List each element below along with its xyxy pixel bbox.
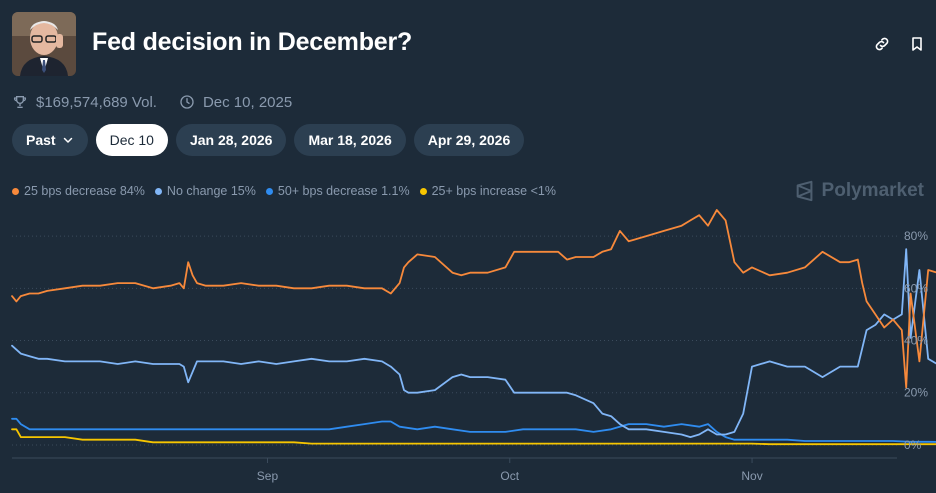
page-title: Fed decision in December? <box>92 28 413 56</box>
y-tick-label: 20% <box>904 386 928 400</box>
tab-dec-10[interactable]: Dec 10 <box>95 124 168 156</box>
brand-name: Polymarket <box>821 180 924 201</box>
volume-text: $169,574,689 Vol. <box>36 93 157 111</box>
chart-grid <box>12 235 897 446</box>
polymarket-logo-icon <box>796 180 812 202</box>
legend-dot <box>265 187 273 195</box>
legend-dot <box>12 187 19 195</box>
date-tabs: Past Dec 10 Jan 28, 2026 Mar 18, 2026 Ap… <box>12 124 525 156</box>
y-tick-label: 60% <box>904 281 928 295</box>
tab-label: Jan 28, 2026 <box>189 132 273 148</box>
x-tick-label: Sep <box>257 469 279 483</box>
tab-label: Dec 10 <box>109 132 154 148</box>
polymarket-logo: Polymarket <box>794 180 924 202</box>
x-tick-label: Oct <box>500 469 519 483</box>
tab-past[interactable]: Past <box>12 124 88 156</box>
legend-label: 50+ bps decrease 1.1% <box>277 184 410 198</box>
end-date-text: Dec 10, 2025 <box>202 93 293 111</box>
tab-label: Past <box>26 132 56 148</box>
bookmark-icon <box>912 37 922 51</box>
legend-item[interactable]: No change 15% <box>154 184 256 198</box>
chart-axes: 0% 20% 40% 60% 80% Sep Oct Nov <box>12 229 928 483</box>
legend-label: No change 15% <box>166 184 256 198</box>
chart-series <box>11 209 936 446</box>
y-tick-label: 0% <box>904 438 922 452</box>
link-button[interactable] <box>870 32 894 56</box>
legend-item[interactable]: 50+ bps decrease 1.1% <box>265 184 410 198</box>
chevron-down-icon <box>62 134 74 146</box>
tab-jan-28-2026[interactable]: Jan 28, 2026 <box>175 124 287 156</box>
clock-icon <box>179 94 195 110</box>
trophy-icon <box>12 94 28 110</box>
chart-legend: 25 bps decrease 84% No change 15% 50+ bp… <box>12 184 556 198</box>
legend-dot <box>419 187 427 195</box>
tab-label: Apr 29, 2026 <box>427 132 511 148</box>
y-tick-label: 80% <box>904 229 928 243</box>
y-tick-label: 40% <box>904 334 928 348</box>
tab-mar-18-2026[interactable]: Mar 18, 2026 <box>294 124 406 156</box>
market-meta: $169,574,689 Vol. Dec 10, 2025 <box>12 92 292 112</box>
legend-dot <box>154 187 162 195</box>
series-line-no-change <box>11 248 936 439</box>
series-line-50-bps-decrease <box>11 417 936 443</box>
legend-item[interactable]: 25 bps decrease 84% <box>12 184 145 198</box>
series-line-25-bps-decrease <box>11 209 936 389</box>
legend-label: 25+ bps increase <1% <box>431 184 556 198</box>
series-line-25-bps-increase <box>11 428 936 446</box>
legend-item[interactable]: 25+ bps increase <1% <box>419 184 556 198</box>
tab-label: Mar 18, 2026 <box>308 132 392 148</box>
legend-label: 25 bps decrease 84% <box>24 184 145 198</box>
tab-apr-29-2026[interactable]: Apr 29, 2026 <box>413 124 525 156</box>
fed-chair-portrait <box>12 12 76 76</box>
x-tick-label: Nov <box>741 469 762 483</box>
bookmark-button[interactable] <box>905 32 929 56</box>
fed-chair-avatar <box>12 12 76 76</box>
link-icon <box>875 37 889 51</box>
